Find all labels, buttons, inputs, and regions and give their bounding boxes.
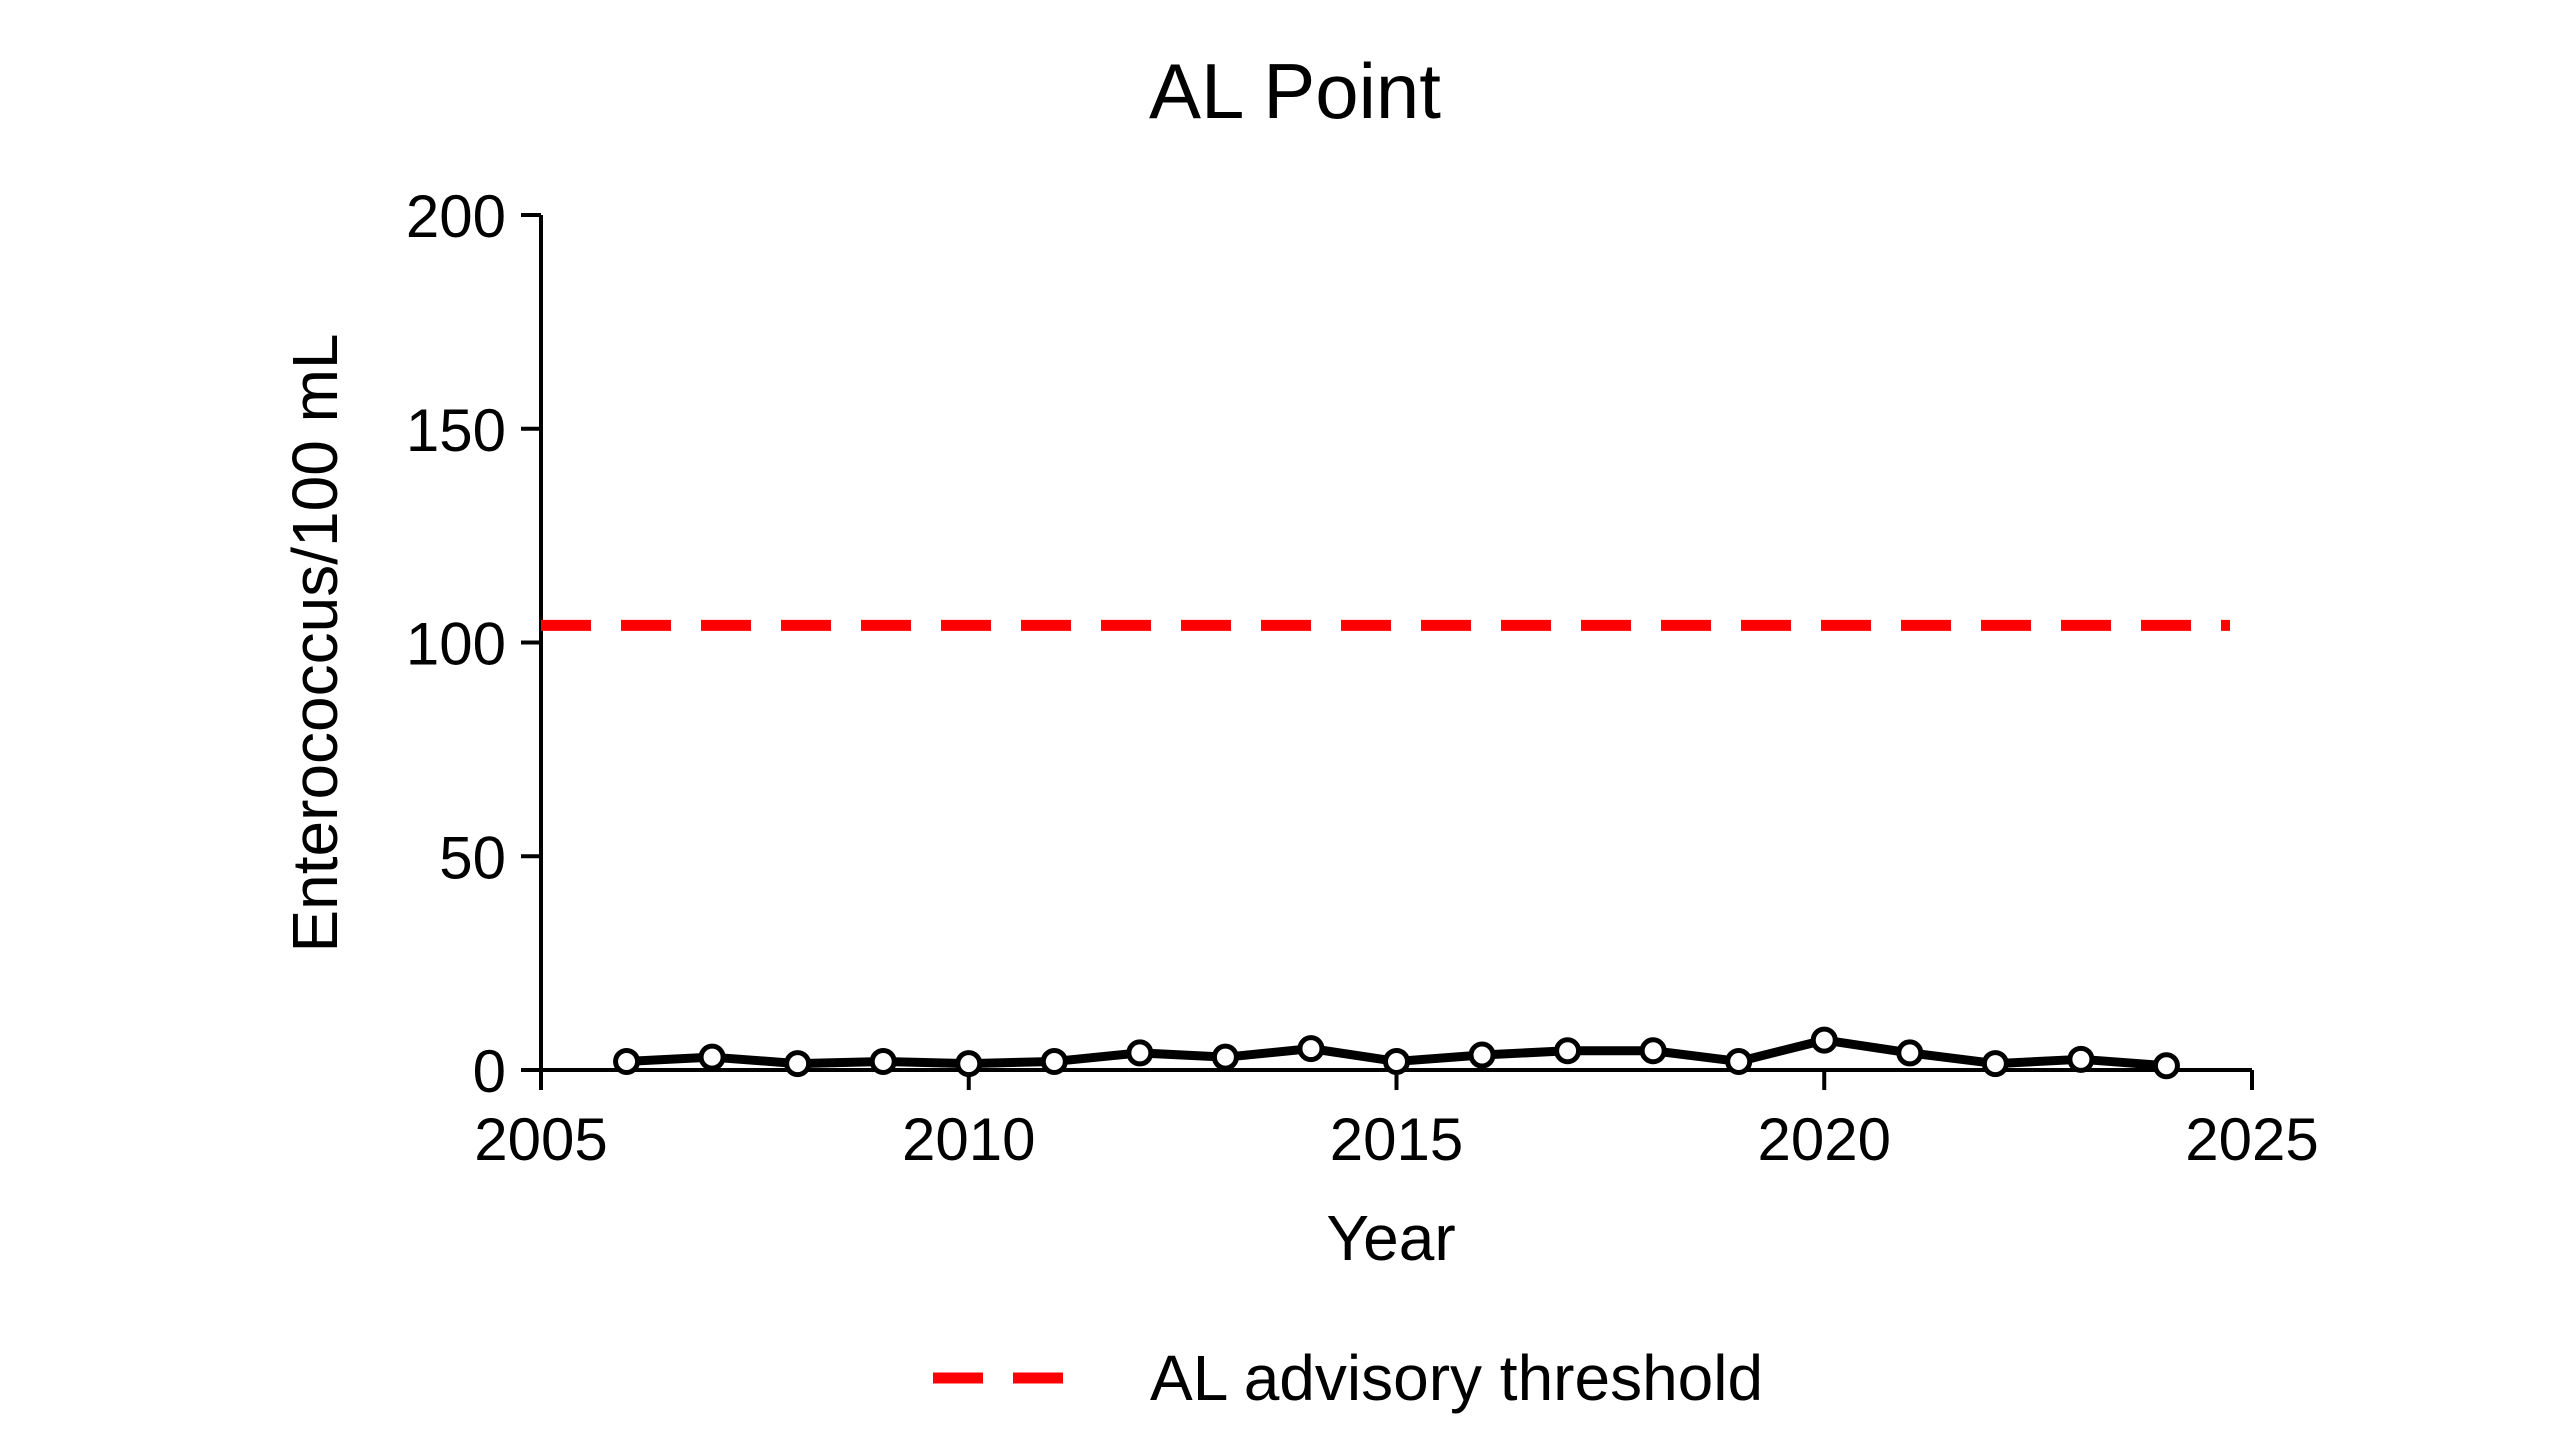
y-tick-label: 100 bbox=[406, 611, 506, 678]
legend-threshold-label: AL advisory threshold bbox=[1150, 1342, 1763, 1414]
data-point bbox=[1896, 1039, 1924, 1067]
data-point bbox=[1981, 1050, 2009, 1078]
data-point bbox=[1211, 1043, 1239, 1071]
data-point bbox=[1126, 1039, 1154, 1067]
x-tick-label: 2020 bbox=[1758, 1106, 1891, 1173]
data-point bbox=[1810, 1026, 1838, 1054]
x-tick-label: 2015 bbox=[1330, 1106, 1463, 1173]
y-tick-label: 50 bbox=[439, 824, 506, 891]
data-point bbox=[1725, 1047, 1753, 1075]
data-point bbox=[1554, 1037, 1582, 1065]
y-tick-label: 150 bbox=[406, 397, 506, 464]
data-point bbox=[1383, 1047, 1410, 1075]
legend: AL advisory threshold bbox=[933, 1342, 1763, 1414]
data-point bbox=[2067, 1045, 2095, 1073]
data-point bbox=[955, 1050, 983, 1078]
data-point bbox=[1297, 1035, 1325, 1063]
plot-area: 0 50 100 150 200 2005 2010 2015 2020 2025 bbox=[406, 183, 2319, 1173]
x-tick-label: 2005 bbox=[474, 1106, 607, 1173]
data-point bbox=[1639, 1037, 1667, 1065]
data-point bbox=[2152, 1052, 2180, 1080]
x-axis-label: Year bbox=[1326, 1202, 1455, 1274]
data-point bbox=[698, 1043, 726, 1071]
x-tick-label: 2010 bbox=[902, 1106, 1035, 1173]
x-tick-label: 2025 bbox=[2185, 1106, 2318, 1173]
data-point bbox=[1468, 1041, 1496, 1069]
y-axis-label: Enterococcus/100 mL bbox=[279, 334, 351, 953]
data-point bbox=[869, 1047, 897, 1075]
chart-title: AL Point bbox=[1149, 47, 1441, 135]
y-tick-label: 200 bbox=[406, 183, 506, 250]
y-tick-label: 0 bbox=[473, 1038, 506, 1105]
data-point bbox=[784, 1050, 812, 1078]
data-point bbox=[613, 1047, 641, 1075]
data-point bbox=[1040, 1047, 1068, 1075]
